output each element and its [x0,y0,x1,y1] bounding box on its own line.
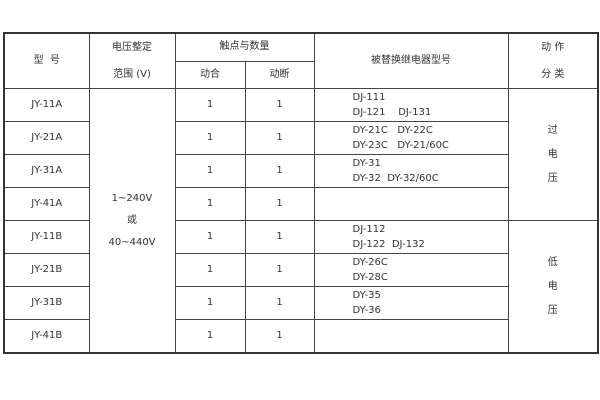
make-count-cell: 1 [174,319,246,354]
replaced-models-cell: DJ-111 DJ-121 DJ-131 [313,88,509,122]
make-count-cell: 1 [174,121,246,155]
model-cell: JY-21B [3,253,90,287]
break-count-cell: 1 [244,253,315,287]
voltage-range-line2: 或 [127,214,137,226]
break-count-cell: 1 [244,154,315,188]
replaced-models-cell: DY-31 DY-32 DY-32/60C [313,154,509,188]
model-cell: JY-31A [3,154,90,188]
header-action-line1: 动 作 [541,42,565,53]
table-row: JY-11B 1 1 DJ-112 DJ-122 DJ-132 低电压 [3,220,599,354]
relay-spec-table: 型 号 电压整定 范围 (V) 触点与数量 被替换继电器型号 动 作 分 类 动… [3,32,599,354]
category-char: 低 [547,256,558,268]
replaced-model-line: DJ-121 DJ-131 [352,107,432,118]
voltage-range-line3: 40~440V [108,236,156,248]
make-count-cell: 1 [174,88,246,122]
make-count-cell: 1 [174,253,246,287]
replaced-models-cell: DJ-112 DJ-122 DJ-132 [313,220,509,254]
table-row: JY-41B 1 1 [3,319,598,354]
table-row: JY-11A 1~240V 或 40~440V 1 1 DJ-111 DJ-121 DJ-13… [3,88,599,354]
replaced-model-line: DY-36 [352,305,381,316]
header-replaced: 被替换继电器型号 [313,32,509,89]
category-under-voltage: 低电压 [507,220,599,354]
replaced-model-line: DJ-122 DJ-132 [352,239,425,250]
category-char: 压 [547,304,558,316]
replaced-model-line: DY-32 DY-32/60C [352,173,439,184]
break-count-cell: 1 [244,319,315,354]
break-count-cell: 1 [244,187,315,221]
table-row: JY-21A 1 1 DY-21C DY-22C DY-23C DY-21/60C [3,121,598,155]
table-row: JY-21B 1 1 DY-26C DY-28C [3,253,598,287]
break-count-cell: 1 [244,88,315,122]
header-make: 动合 [174,60,246,89]
replaced-model-line: DY-35 [352,290,381,301]
replaced-models-cell: DY-35 DY-36 [313,286,509,320]
category-char: 压 [547,172,558,184]
voltage-range-line1: 1~240V [111,192,153,204]
replaced-model-line: DY-26C [352,257,388,268]
header-voltage-line1: 电压整定 [112,42,152,53]
header-action: 动 作 分 类 [507,32,599,89]
header-action-line2: 分 类 [541,69,565,80]
replaced-model-line: DJ-111 [352,92,386,103]
make-count-cell: 1 [174,220,246,254]
replaced-models-cell: DY-26C DY-28C [313,253,509,287]
replaced-model-line: DY-28C [352,272,388,283]
make-count-cell: 1 [174,187,246,221]
replaced-model-line: DJ-112 [352,224,386,235]
break-count-cell: 1 [244,286,315,320]
replaced-model-line: DY-31 [352,158,381,169]
model-cell: JY-21A [3,121,90,155]
category-over-voltage: 过电压 [507,88,599,221]
category-char: 电 [547,148,558,160]
header-voltage: 电压整定 范围 (V) [88,32,176,89]
category-char: 过 [547,124,558,136]
replaced-models-cell [313,187,509,221]
model-cell: JY-11B [3,220,90,254]
model-cell: JY-41B [3,319,90,354]
replaced-model-line [353,189,508,204]
make-count-cell: 1 [174,286,246,320]
break-count-cell: 1 [244,220,315,254]
header-model: 型 号 [3,32,90,89]
model-cell: JY-41A [3,187,90,221]
table-row: JY-41A 1 1 [3,187,598,221]
table-row: JY-31B 1 1 DY-35 DY-36 [3,286,598,320]
category-char: 电 [547,280,558,292]
model-cell: JY-11A [3,88,90,122]
header-voltage-line2: 范围 (V) [113,69,151,80]
table-row: JY-31A 1 1 DY-31 DY-32 DY-32/60C [3,154,598,188]
voltage-range-cell: 1~240V 或 40~440V [88,88,176,354]
replaced-model-line: DY-23C DY-21/60C [352,140,449,151]
model-cell: JY-31B [3,286,90,320]
replaced-model-line: DY-21C DY-22C [352,125,433,136]
replaced-model-line [353,336,508,351]
replaced-models-cell: DY-21C DY-22C DY-23C DY-21/60C [313,121,509,155]
header-contacts: 触点与数量 [174,32,315,62]
header-break: 动断 [244,60,315,89]
replaced-model-line [353,204,508,219]
replaced-model-line [353,321,508,336]
break-count-cell: 1 [244,121,315,155]
make-count-cell: 1 [174,154,246,188]
replaced-models-cell [313,319,509,354]
